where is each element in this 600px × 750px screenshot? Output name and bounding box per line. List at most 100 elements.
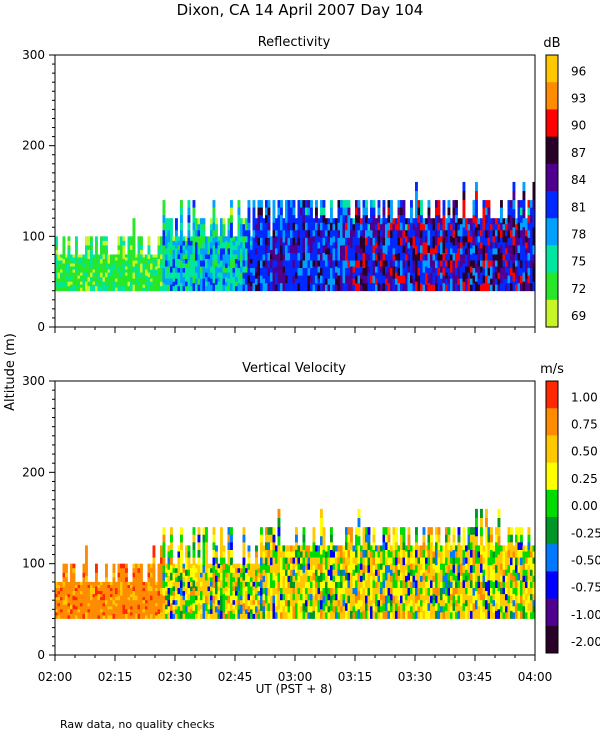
data-cell	[317, 230, 321, 237]
data-cell	[112, 278, 116, 283]
data-cell	[265, 610, 268, 619]
data-cell	[272, 252, 276, 261]
data-cell	[195, 595, 198, 601]
data-cell	[285, 551, 288, 558]
data-cell	[145, 254, 148, 258]
data-cell	[192, 207, 196, 216]
data-cell	[80, 272, 83, 277]
data-cell	[112, 254, 116, 258]
data-cell	[522, 218, 526, 228]
data-cell	[335, 545, 338, 552]
data-cell	[490, 610, 493, 619]
data-cell	[97, 284, 101, 289]
data-cell	[75, 272, 78, 278]
data-cell	[127, 281, 131, 287]
data-cell	[402, 260, 406, 269]
data-cell	[152, 606, 156, 613]
data-cell	[157, 609, 161, 615]
data-cell	[370, 612, 373, 619]
data-cell	[425, 272, 428, 280]
data-cell	[445, 572, 448, 581]
data-cell	[505, 266, 508, 274]
data-cell	[312, 610, 316, 619]
data-cell	[527, 588, 531, 597]
data-cell	[330, 237, 333, 246]
data-cell	[367, 272, 371, 280]
data-cell	[230, 207, 233, 216]
data-cell	[310, 575, 313, 583]
data-cell	[297, 612, 301, 619]
data-cell	[325, 278, 328, 286]
data-cell	[272, 275, 276, 284]
data-cell	[60, 287, 63, 292]
data-cell	[55, 263, 58, 269]
data-cell	[300, 557, 303, 565]
data-cell	[502, 236, 506, 243]
data-cell	[505, 588, 508, 595]
data-cell	[195, 224, 198, 231]
data-cell	[477, 545, 481, 552]
data-cell	[222, 557, 226, 565]
data-cell	[202, 572, 206, 581]
data-cell	[80, 284, 83, 289]
data-cell	[300, 588, 303, 595]
data-cell	[87, 277, 91, 283]
data-cell	[350, 266, 353, 274]
data-cell	[110, 254, 113, 258]
data-cell	[205, 281, 208, 287]
data-cell	[462, 603, 466, 612]
data-cell	[100, 240, 103, 246]
data-cell	[132, 218, 136, 225]
data-cell	[260, 572, 263, 581]
data-cell	[192, 580, 196, 589]
data-cell	[390, 222, 393, 231]
data-cell	[142, 284, 146, 289]
footnote: Raw data, no quality checks	[60, 718, 215, 731]
data-cell	[170, 272, 173, 280]
data-cell	[112, 581, 116, 587]
data-cell	[350, 565, 353, 574]
data-cell	[217, 281, 221, 287]
data-cell	[95, 277, 98, 283]
data-cell	[402, 207, 406, 216]
data-cell	[420, 245, 423, 254]
data-cell	[127, 581, 131, 586]
data-cell	[72, 613, 76, 619]
data-cell	[382, 588, 386, 597]
data-cell	[440, 600, 443, 607]
data-cell	[487, 565, 491, 574]
data-cell	[207, 600, 211, 606]
data-cell	[142, 272, 146, 277]
data-cell	[395, 248, 398, 255]
data-cell	[85, 245, 88, 251]
data-cell	[60, 581, 63, 586]
data-cell	[317, 563, 321, 571]
data-cell	[92, 612, 96, 616]
data-cell	[80, 591, 83, 595]
data-cell	[415, 245, 418, 255]
data-cell	[100, 259, 103, 264]
data-cell	[185, 281, 188, 287]
data-cell	[157, 568, 161, 574]
data-cell	[322, 283, 326, 292]
data-cell	[185, 254, 188, 260]
data-cell	[112, 591, 116, 597]
data-cell	[362, 557, 366, 566]
data-cell	[190, 591, 193, 597]
data-cell	[62, 236, 66, 242]
data-cell	[427, 275, 431, 284]
data-cell	[130, 245, 133, 251]
data-cell	[327, 600, 331, 607]
data-cell	[275, 557, 278, 565]
data-cell	[475, 181, 478, 192]
data-cell	[165, 230, 168, 237]
data-cell	[190, 604, 193, 610]
data-cell	[437, 230, 441, 239]
data-cell	[355, 260, 358, 269]
data-cell	[387, 565, 391, 574]
data-cell	[75, 259, 78, 264]
data-cell	[310, 222, 313, 231]
data-cell	[430, 580, 433, 589]
data-cell	[160, 557, 163, 565]
data-cell	[145, 266, 148, 270]
